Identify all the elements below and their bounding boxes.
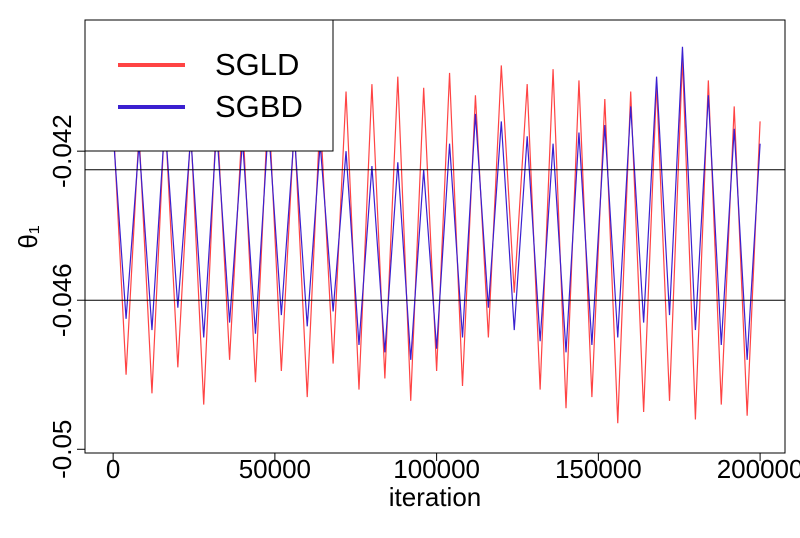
plot-frame (84, 19, 786, 454)
y-tick-label: -0.042 (47, 114, 77, 188)
series-line (112, 46, 761, 360)
y-tick-label: -0.046 (47, 263, 77, 337)
y-tick-label: -0.05 (47, 420, 77, 479)
legend-label: SGLD (215, 47, 299, 82)
x-tick-label: 100000 (393, 454, 480, 484)
x-axis-label: iteration (389, 482, 482, 512)
legend-box (84, 19, 334, 152)
x-tick-label: 50000 (239, 454, 311, 484)
x-tick-label: 200000 (717, 454, 800, 484)
legend-label: SGBD (215, 89, 303, 124)
legend: SGLD SGBD (84, 19, 334, 152)
y-axis-label: θ₁ (13, 225, 43, 248)
x-tick-label: 0 (106, 454, 120, 484)
x-tick-label: 150000 (555, 454, 642, 484)
